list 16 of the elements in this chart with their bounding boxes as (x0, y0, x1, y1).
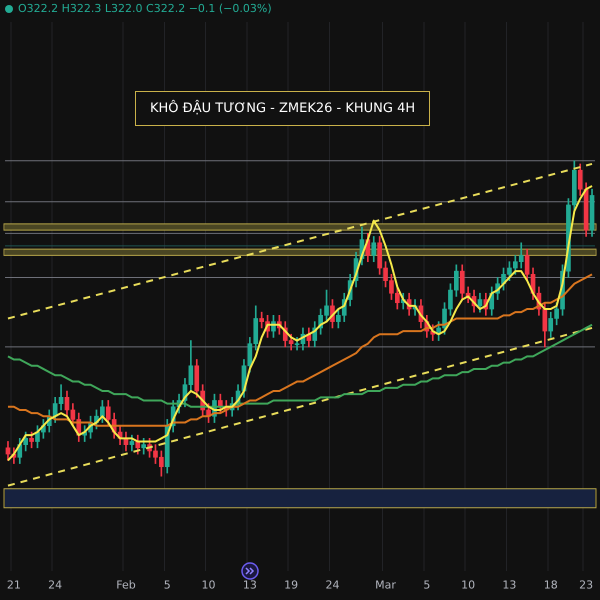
x-tick-label: 13 (242, 578, 257, 592)
x-tick-label: 18 (544, 578, 558, 592)
x-tick-label: 5 (164, 578, 171, 592)
x-tick-label: 24 (325, 578, 340, 592)
x-tick-label: Mar (375, 578, 396, 592)
x-tick-label: 5 (423, 578, 430, 592)
text: O322.2 H322.3 L322.0 C322.2 −0.1 (−0.03%) (18, 2, 272, 15)
chart-title: KHÔ ĐẬU TƯƠNG - ZMEK26 - KHUNG 4H (135, 91, 430, 126)
x-tick-label: 23 (579, 578, 594, 592)
x-tick-label: 24 (48, 578, 62, 592)
x-tick-label: 19 (284, 578, 298, 592)
x-tick-label: 21 (6, 578, 21, 592)
x-tick-label: 10 (461, 578, 476, 592)
x-tick-label: 10 (202, 578, 216, 592)
x-tick-label: Feb (116, 578, 136, 592)
x-tick-label: 13 (502, 578, 516, 592)
